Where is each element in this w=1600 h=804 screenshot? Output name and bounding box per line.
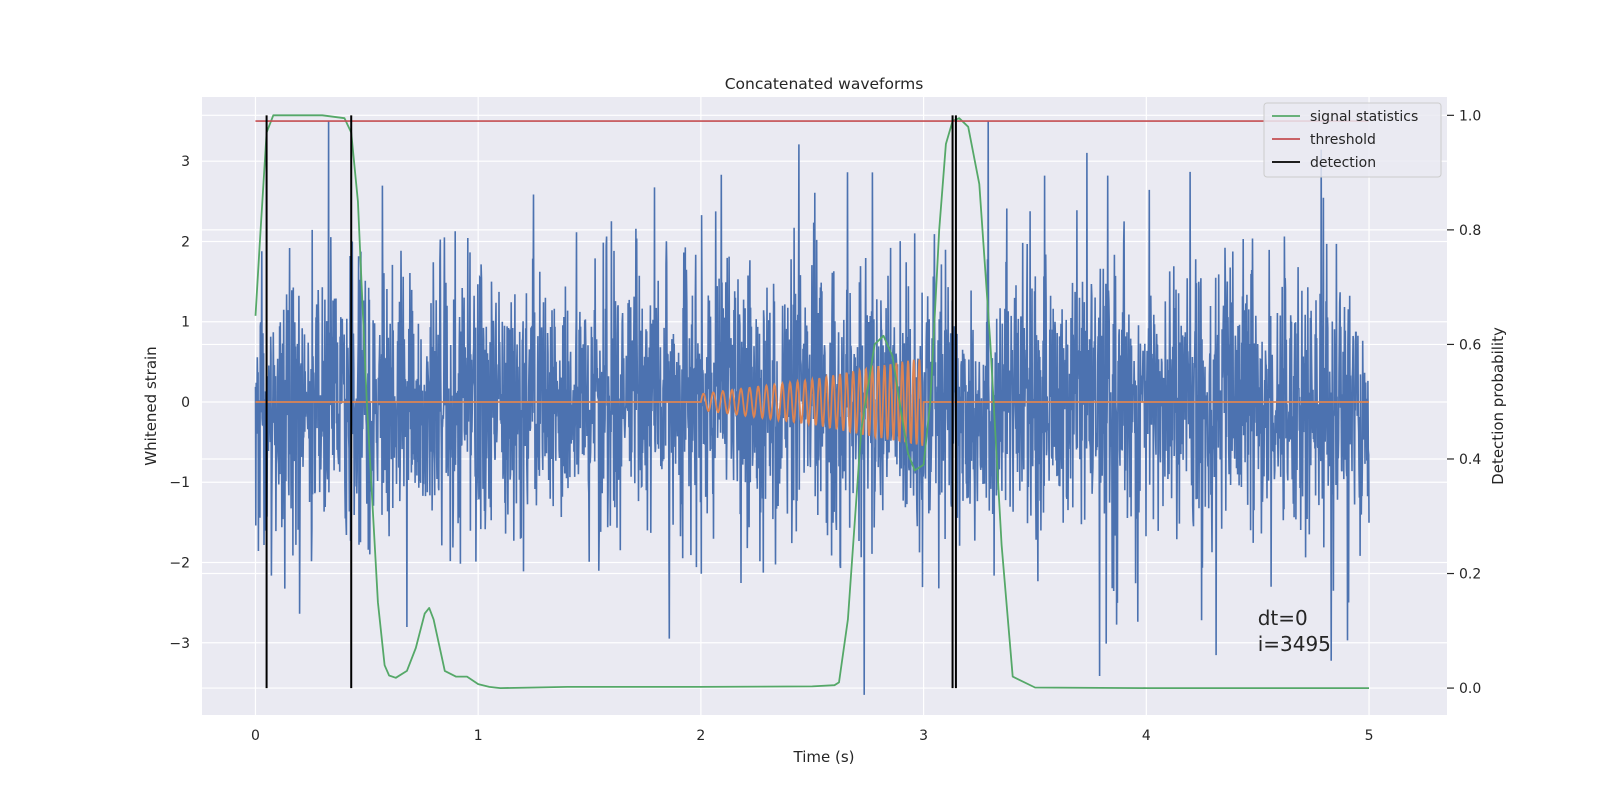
legend-label-threshold: threshold <box>1310 132 1376 148</box>
right-y-tick-label: 0.6 <box>1459 337 1481 353</box>
x-tick-label: 0 <box>251 728 260 744</box>
right-y-tick-label: 0.2 <box>1459 567 1481 583</box>
signal-statistics-series <box>254 114 1369 689</box>
x-tick-label: 2 <box>696 728 705 744</box>
detection-series <box>265 115 957 689</box>
x-tick-label: 5 <box>1365 728 1374 744</box>
left-y-axis-ticks: −3 −2 −1 0 1 2 3 <box>169 154 190 652</box>
left-y-tick-label: 3 <box>181 154 190 170</box>
right-y-tick-label: 0.0 <box>1459 681 1481 697</box>
legend-label-detection: detection <box>1310 155 1376 171</box>
right-y-tick-label: 0.4 <box>1459 452 1481 468</box>
legend-frame <box>1263 102 1442 178</box>
template-line <box>255 359 1369 446</box>
left-y-tick-label: 2 <box>181 234 190 250</box>
right-y-tick-label: 1.0 <box>1459 108 1481 124</box>
right-y-axis-label: Detection probability <box>1489 327 1507 485</box>
x-tick-label: 4 <box>1142 728 1151 744</box>
left-y-tick-label: −1 <box>169 475 190 491</box>
left-y-axis-label: Whitened strain <box>142 346 160 465</box>
x-axis-label: Time (s) <box>793 748 855 766</box>
right-y-tick-label: 0.8 <box>1459 223 1481 239</box>
left-y-tick-label: −2 <box>169 556 190 572</box>
template-series <box>255 359 1369 446</box>
x-axis-ticks: 0 1 2 3 4 5 <box>251 728 1374 744</box>
chart-title: Concatenated waveforms <box>725 75 924 93</box>
left-y-tick-label: −3 <box>169 636 190 652</box>
legend-label-signal-statistics: signal statistics <box>1310 109 1418 125</box>
strain-series <box>254 121 1370 695</box>
annotation-dt: dt=0 <box>1258 606 1308 630</box>
right-y-axis-ticks: 0.0 0.2 0.4 0.6 0.8 1.0 <box>1447 108 1481 697</box>
annotation-index: i=3495 <box>1258 632 1331 656</box>
strain-line <box>254 121 1370 695</box>
legend: signal statistics threshold detection <box>1263 102 1442 178</box>
signal-statistics-line <box>254 114 1369 689</box>
x-tick-label: 3 <box>919 728 928 744</box>
x-tick-label: 1 <box>474 728 483 744</box>
left-y-tick-label: 0 <box>181 395 190 411</box>
left-y-tick-label: 1 <box>181 315 190 331</box>
